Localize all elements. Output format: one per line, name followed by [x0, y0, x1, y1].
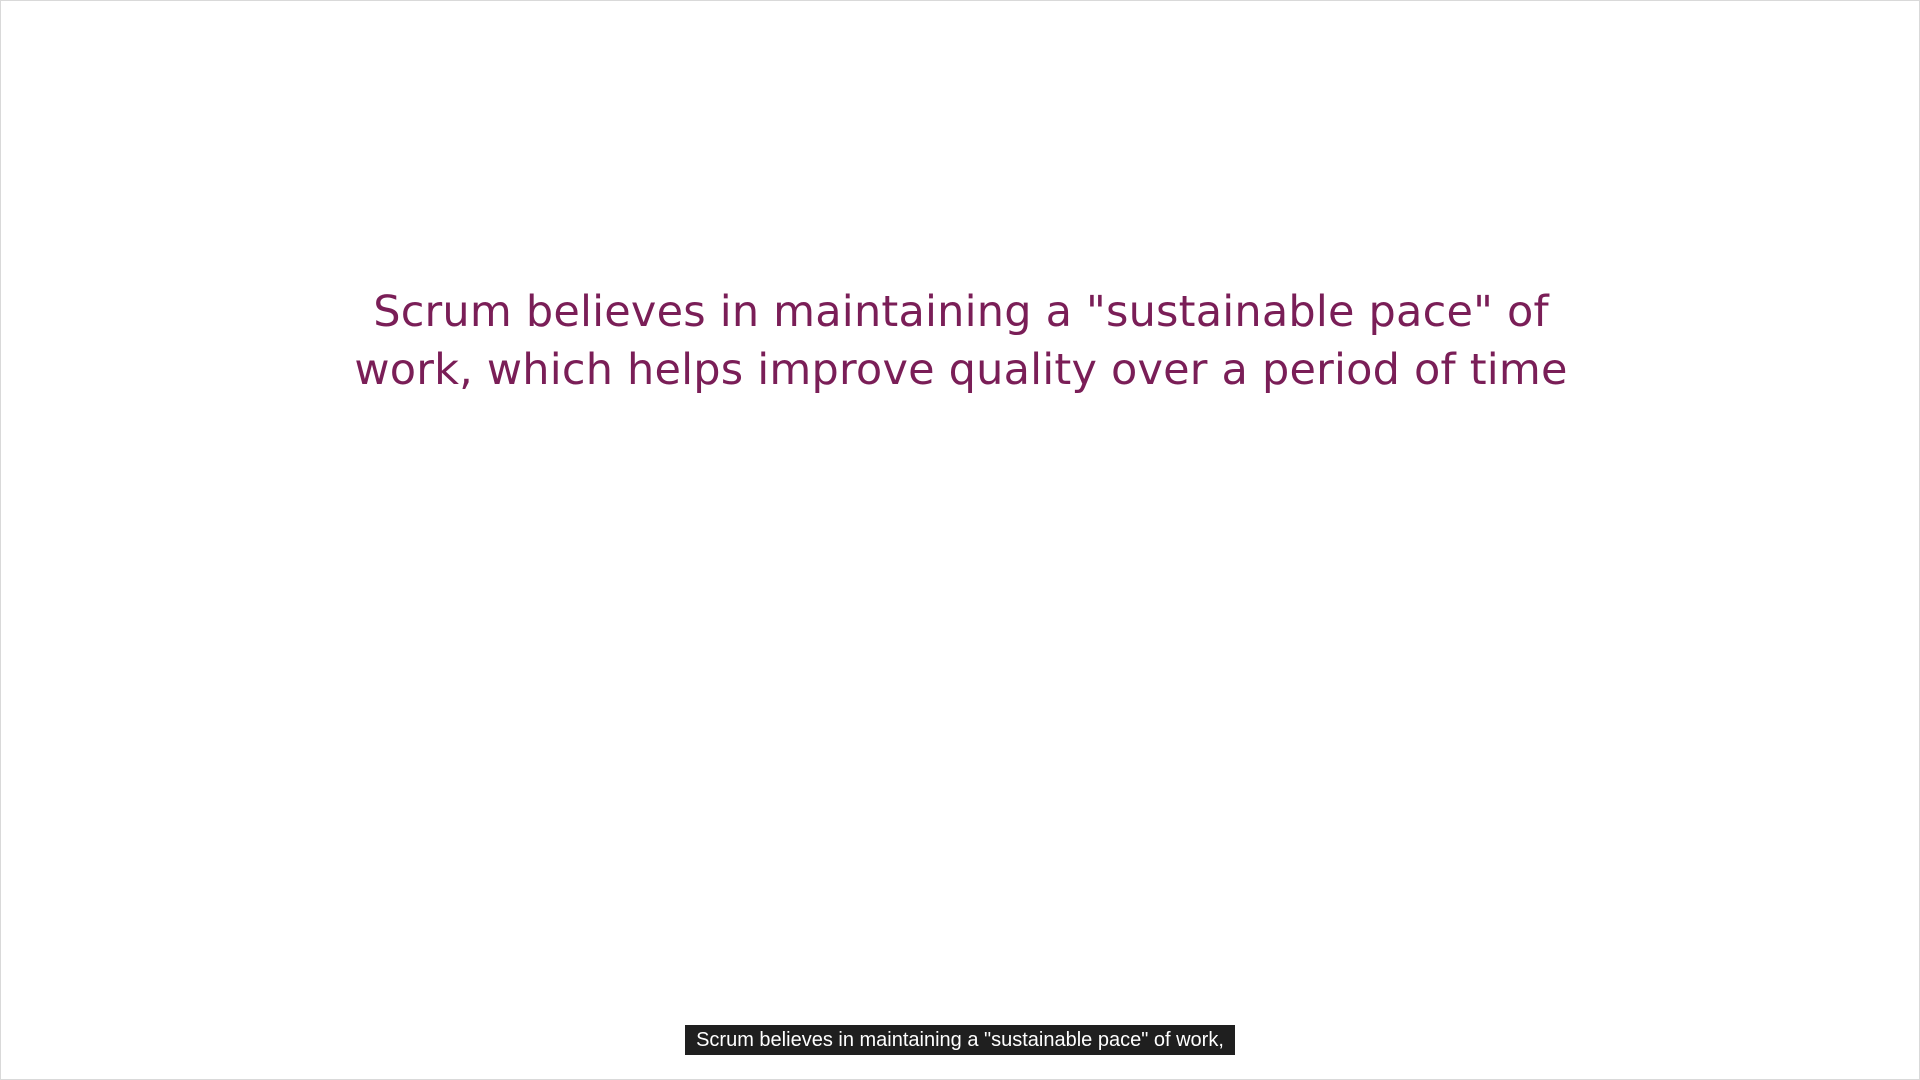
slide-heading: Scrum believes in maintaining a "sustain…: [354, 287, 1568, 395]
subtitle-text: Scrum believes in maintaining a "sustain…: [685, 1025, 1235, 1055]
subtitle-bar: Scrum believes in maintaining a "sustain…: [1, 1025, 1919, 1055]
